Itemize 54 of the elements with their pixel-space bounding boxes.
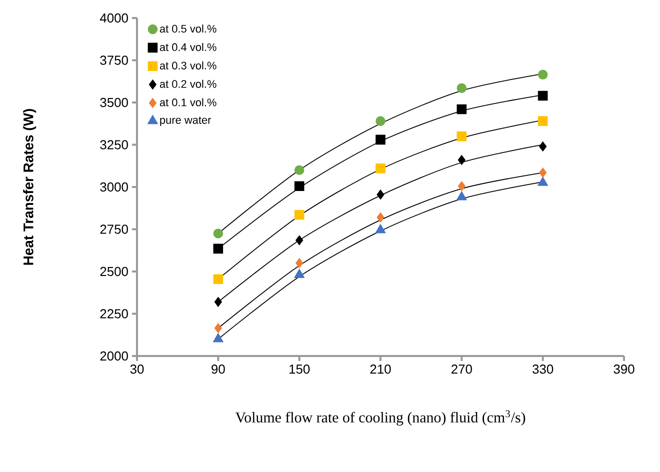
point xyxy=(456,131,467,142)
point xyxy=(375,224,386,234)
point xyxy=(456,83,467,94)
point xyxy=(539,142,547,152)
point xyxy=(538,70,548,80)
x-tick-label: 30 xyxy=(130,364,144,374)
point xyxy=(538,90,548,101)
point xyxy=(213,274,224,284)
x-tick-label: 90 xyxy=(212,364,225,374)
point xyxy=(294,181,304,192)
x-tick-label: 210 xyxy=(370,364,391,374)
x-axis-title: Volume flow rate of cooling (nano) fluid (cm$^{3}$/s) xyxy=(235,410,526,426)
point xyxy=(213,244,224,254)
y-tick-label: 2750 xyxy=(100,224,128,234)
point xyxy=(213,228,224,238)
point xyxy=(214,323,222,334)
legend-label: at 0.2 vol.% xyxy=(160,80,216,88)
point xyxy=(376,212,384,222)
point xyxy=(376,116,386,126)
legend-label: pure water xyxy=(160,116,212,126)
x-tick-label: 330 xyxy=(532,364,554,374)
point xyxy=(539,168,547,178)
y-axis-title: Heat Transfer Rates (W) xyxy=(23,109,36,265)
point xyxy=(296,258,304,268)
legend-label: at 0.1 vol.% xyxy=(160,98,216,106)
point xyxy=(296,235,304,246)
y-tick-label: 3000 xyxy=(100,182,128,192)
point xyxy=(294,210,304,220)
point xyxy=(538,116,548,126)
point xyxy=(376,190,384,200)
legend-label: at 0.3 vol.% xyxy=(160,61,216,70)
point xyxy=(458,181,466,192)
point xyxy=(538,176,548,186)
y-tick-label: 2250 xyxy=(100,309,128,318)
point xyxy=(376,164,386,174)
point xyxy=(294,165,304,175)
point xyxy=(376,134,386,145)
y-tick-label: 3500 xyxy=(100,98,128,108)
y-tick-label: 3750 xyxy=(100,56,128,65)
point xyxy=(458,155,466,165)
y-tick-label: 4000 xyxy=(100,13,128,23)
point xyxy=(214,297,222,307)
legend-label: at 0.5 vol.% xyxy=(160,24,216,33)
point xyxy=(456,104,467,114)
point xyxy=(294,268,304,278)
y-tick-label: 2500 xyxy=(100,266,128,276)
y-tick-label: 2000 xyxy=(100,351,128,361)
point xyxy=(456,191,467,200)
legend-label: at 0.4 vol.% xyxy=(160,42,216,52)
x-tick-label: 150 xyxy=(290,364,310,374)
y-tick-label: 3250 xyxy=(100,140,128,150)
x-tick-label: 390 xyxy=(614,364,634,374)
x-tick-label: 270 xyxy=(452,364,472,374)
point xyxy=(213,333,224,342)
